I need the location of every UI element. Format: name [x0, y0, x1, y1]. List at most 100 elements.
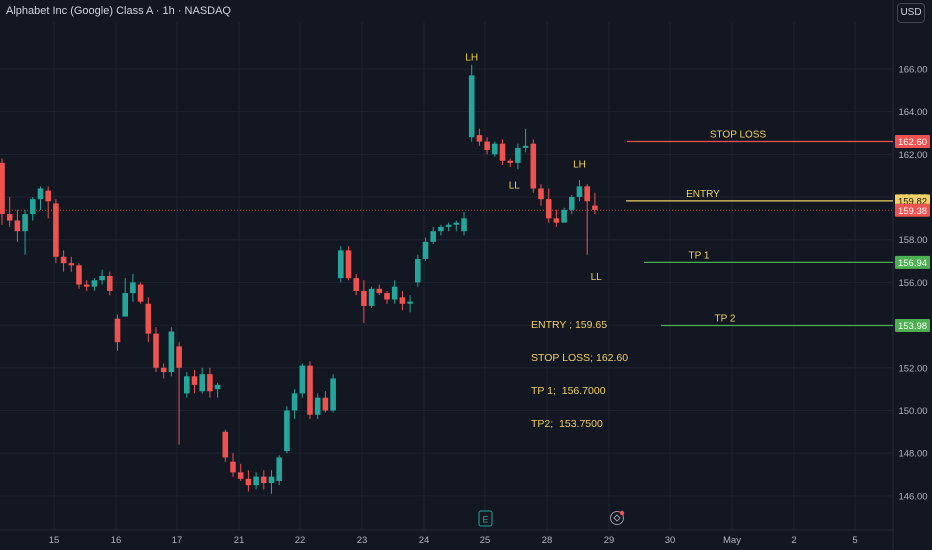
level-label-entry: ENTRY	[686, 189, 720, 200]
candle-bull	[253, 476, 259, 486]
candle-bear	[484, 141, 490, 151]
time-tick-label: 5	[852, 535, 857, 546]
candle-bear	[553, 218, 560, 223]
candle-bull	[299, 365, 306, 394]
candle-bear	[160, 367, 167, 373]
candle-bear	[307, 365, 313, 415]
candle-bear	[230, 461, 236, 473]
trade-info-box: ENTRY ; 159.65 STOP LOSS; 162.60 TP 1; 1…	[531, 298, 628, 441]
candle-bull	[122, 293, 128, 317]
candle-bear	[107, 276, 113, 291]
candle-bull	[284, 410, 290, 452]
candle-bear	[345, 250, 352, 279]
candle-bear	[507, 160, 513, 163]
candle-bull	[214, 384, 221, 390]
candle-bull	[338, 250, 344, 279]
candle-bear	[76, 265, 82, 285]
candle-bear	[261, 476, 267, 484]
candle-bear	[83, 284, 90, 287]
time-tick-label: 29	[604, 535, 615, 546]
time-tick-label: 17	[172, 535, 183, 546]
price-tag-bg	[895, 135, 930, 149]
time-tick-label: 25	[480, 535, 491, 546]
candle-bull	[291, 393, 298, 411]
candle-bull	[515, 147, 521, 163]
earnings-icon[interactable]: E	[478, 510, 493, 527]
candle-bull	[453, 222, 460, 225]
time-tick-label: 21	[234, 535, 245, 546]
price-tag-label: 156.94	[898, 258, 927, 269]
candle-bear	[222, 431, 229, 458]
time-tick-label: 22	[295, 535, 306, 546]
candle-bear	[376, 288, 383, 294]
candle-bull	[130, 282, 136, 294]
candle-bear	[592, 205, 598, 210]
candle-bull	[276, 457, 282, 481]
price-tag-bg	[895, 255, 930, 269]
candle-bear	[114, 318, 121, 343]
candle-bear	[245, 478, 252, 486]
candle-bull	[430, 231, 436, 242]
price-tag-bg	[895, 319, 930, 333]
candle-bear	[45, 190, 51, 202]
candle-bull	[99, 276, 105, 281]
candle-bear	[6, 214, 13, 221]
level-label-stop-loss: STOP LOSS	[710, 130, 767, 141]
candle-bear	[145, 303, 152, 334]
candle-bear	[153, 333, 159, 368]
candle-bull	[30, 199, 36, 215]
info-tp2-line: TP2; 153.7500	[531, 418, 603, 430]
level-label-tp-1: TP 1	[689, 250, 710, 261]
price-tick-label: 158.00	[898, 235, 927, 246]
currency-button[interactable]: USD	[897, 3, 925, 23]
candle-bull	[407, 301, 413, 304]
candle-bear	[530, 143, 537, 189]
candle-bull	[368, 288, 375, 306]
price-tick-label: 152.00	[898, 363, 927, 374]
time-tick-label: 23	[357, 535, 368, 546]
info-stop-loss-line: STOP LOSS; 162.60	[531, 352, 629, 364]
candle-bear	[499, 143, 506, 161]
candle-bear	[53, 203, 59, 257]
candle-bull	[37, 188, 44, 200]
candle-bull	[391, 286, 398, 300]
current-price-tag: 159.38	[898, 206, 927, 217]
symbol-title: Alphabet Inc (Google) Class A · 1h · NAS…	[6, 5, 231, 17]
candle-bull	[492, 143, 498, 155]
candle-bull	[22, 214, 28, 232]
candle-bear	[207, 374, 213, 392]
candle-bear	[545, 199, 552, 219]
candle-bear	[353, 278, 359, 291]
candle-bull	[522, 145, 529, 148]
level-label-tp-2: TP 2	[715, 314, 736, 325]
candle-bear	[237, 472, 244, 479]
candle-bull	[184, 376, 190, 394]
price-tick-label: 146.00	[898, 491, 927, 502]
candle-bull	[445, 224, 452, 227]
time-tick-label: 2	[791, 535, 796, 546]
dividend-icon[interactable]	[610, 510, 625, 525]
candle-bull	[330, 378, 336, 411]
candle-bear	[361, 290, 367, 306]
candle-bear	[14, 220, 21, 232]
candle-bear	[399, 297, 406, 304]
price-tag-label: 162.60	[898, 137, 927, 148]
candle-bear	[176, 346, 182, 368]
candle-bull	[569, 197, 575, 210]
candle-bull	[268, 476, 275, 484]
pattern-label: LH	[573, 160, 586, 171]
candle-bear	[60, 256, 67, 264]
candle-bear	[384, 293, 390, 300]
current-price-tag-bg	[895, 203, 930, 217]
candle-bull	[314, 397, 321, 415]
candle-bull	[168, 331, 175, 373]
candle-bear	[476, 135, 483, 142]
price-tick-label: 164.00	[898, 107, 927, 118]
info-entry-line: ENTRY ; 159.65	[531, 319, 608, 331]
svg-text:E: E	[482, 515, 488, 525]
pattern-label: LL	[591, 272, 603, 283]
price-tick-label: 166.00	[898, 64, 927, 75]
price-tick-label: 156.00	[898, 278, 927, 289]
